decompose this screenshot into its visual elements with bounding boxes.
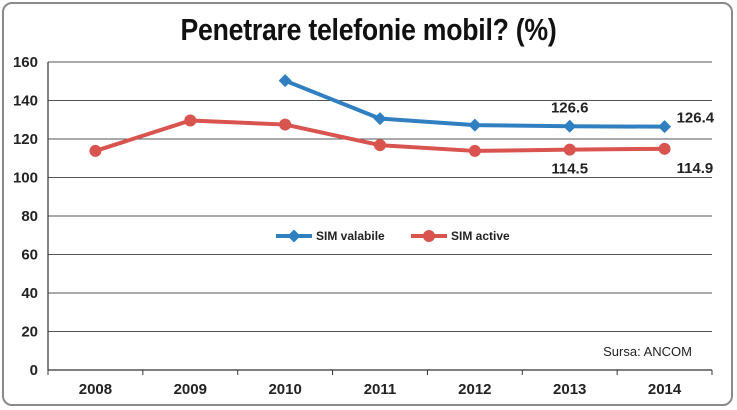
y-tick-label: 100 <box>13 170 38 187</box>
sim-valabile-point <box>373 112 387 126</box>
legend-item-sim-valabile: SIM valabile <box>276 229 385 243</box>
data-label: 114.5 <box>551 161 588 178</box>
chart-frame <box>2 2 733 406</box>
x-tick-label: 2014 <box>648 381 682 398</box>
legend-marker <box>287 229 301 243</box>
x-tick-label: 2012 <box>458 381 491 398</box>
legend-label: SIM active <box>451 229 510 243</box>
legend-marker <box>423 230 435 242</box>
chart-title: Penetrare telefonie mobil? (%) <box>180 12 557 47</box>
sim-active-point <box>279 118 292 131</box>
data-label: 126.4 <box>677 110 715 127</box>
x-axis-ticks: 2008 2009 2010 2011 2012 2013 2014 <box>47 370 713 398</box>
source-note: Sursa: ANCOM <box>603 344 692 359</box>
gridlines <box>48 61 712 332</box>
y-tick-label: 40 <box>21 285 38 302</box>
x-tick-label: 2010 <box>268 381 301 398</box>
y-axis-ticks: 0 20 40 60 80 100 120 140 160 <box>13 54 38 379</box>
x-tick-label: 2013 <box>553 381 586 398</box>
x-tick-label: 2009 <box>174 381 207 398</box>
sim-valabile-point <box>468 118 482 132</box>
axes <box>47 62 712 371</box>
sim-active-point <box>89 144 102 157</box>
y-tick-label: 120 <box>13 131 38 148</box>
x-tick-label: 2011 <box>364 381 397 398</box>
sim-valabile-point <box>658 120 672 134</box>
y-tick-label: 20 <box>21 324 38 341</box>
y-tick-label: 60 <box>21 247 38 264</box>
legend: SIM valabile SIM active <box>276 229 510 243</box>
y-tick-label: 0 <box>30 362 38 379</box>
sim-valabile-point <box>278 74 292 88</box>
sim-active-point <box>468 144 481 157</box>
data-label: 126.6 <box>551 99 589 116</box>
x-tick-label: 2008 <box>79 381 112 398</box>
data-label: 114.9 <box>677 160 714 177</box>
series <box>89 74 672 157</box>
legend-item-sim-active: SIM active <box>411 229 510 243</box>
sim-active-point <box>184 114 197 127</box>
y-tick-label: 160 <box>13 54 38 71</box>
sim-valabile-point <box>563 119 577 133</box>
y-tick-label: 80 <box>21 208 38 225</box>
sim-active-point <box>563 143 576 156</box>
legend-label: SIM valabile <box>316 229 385 243</box>
data-labels: 126.6 126.4 114.5 114.9 <box>551 99 715 177</box>
sim-active-point <box>658 142 671 155</box>
sim-active-point <box>374 139 386 152</box>
y-tick-label: 140 <box>13 93 38 110</box>
